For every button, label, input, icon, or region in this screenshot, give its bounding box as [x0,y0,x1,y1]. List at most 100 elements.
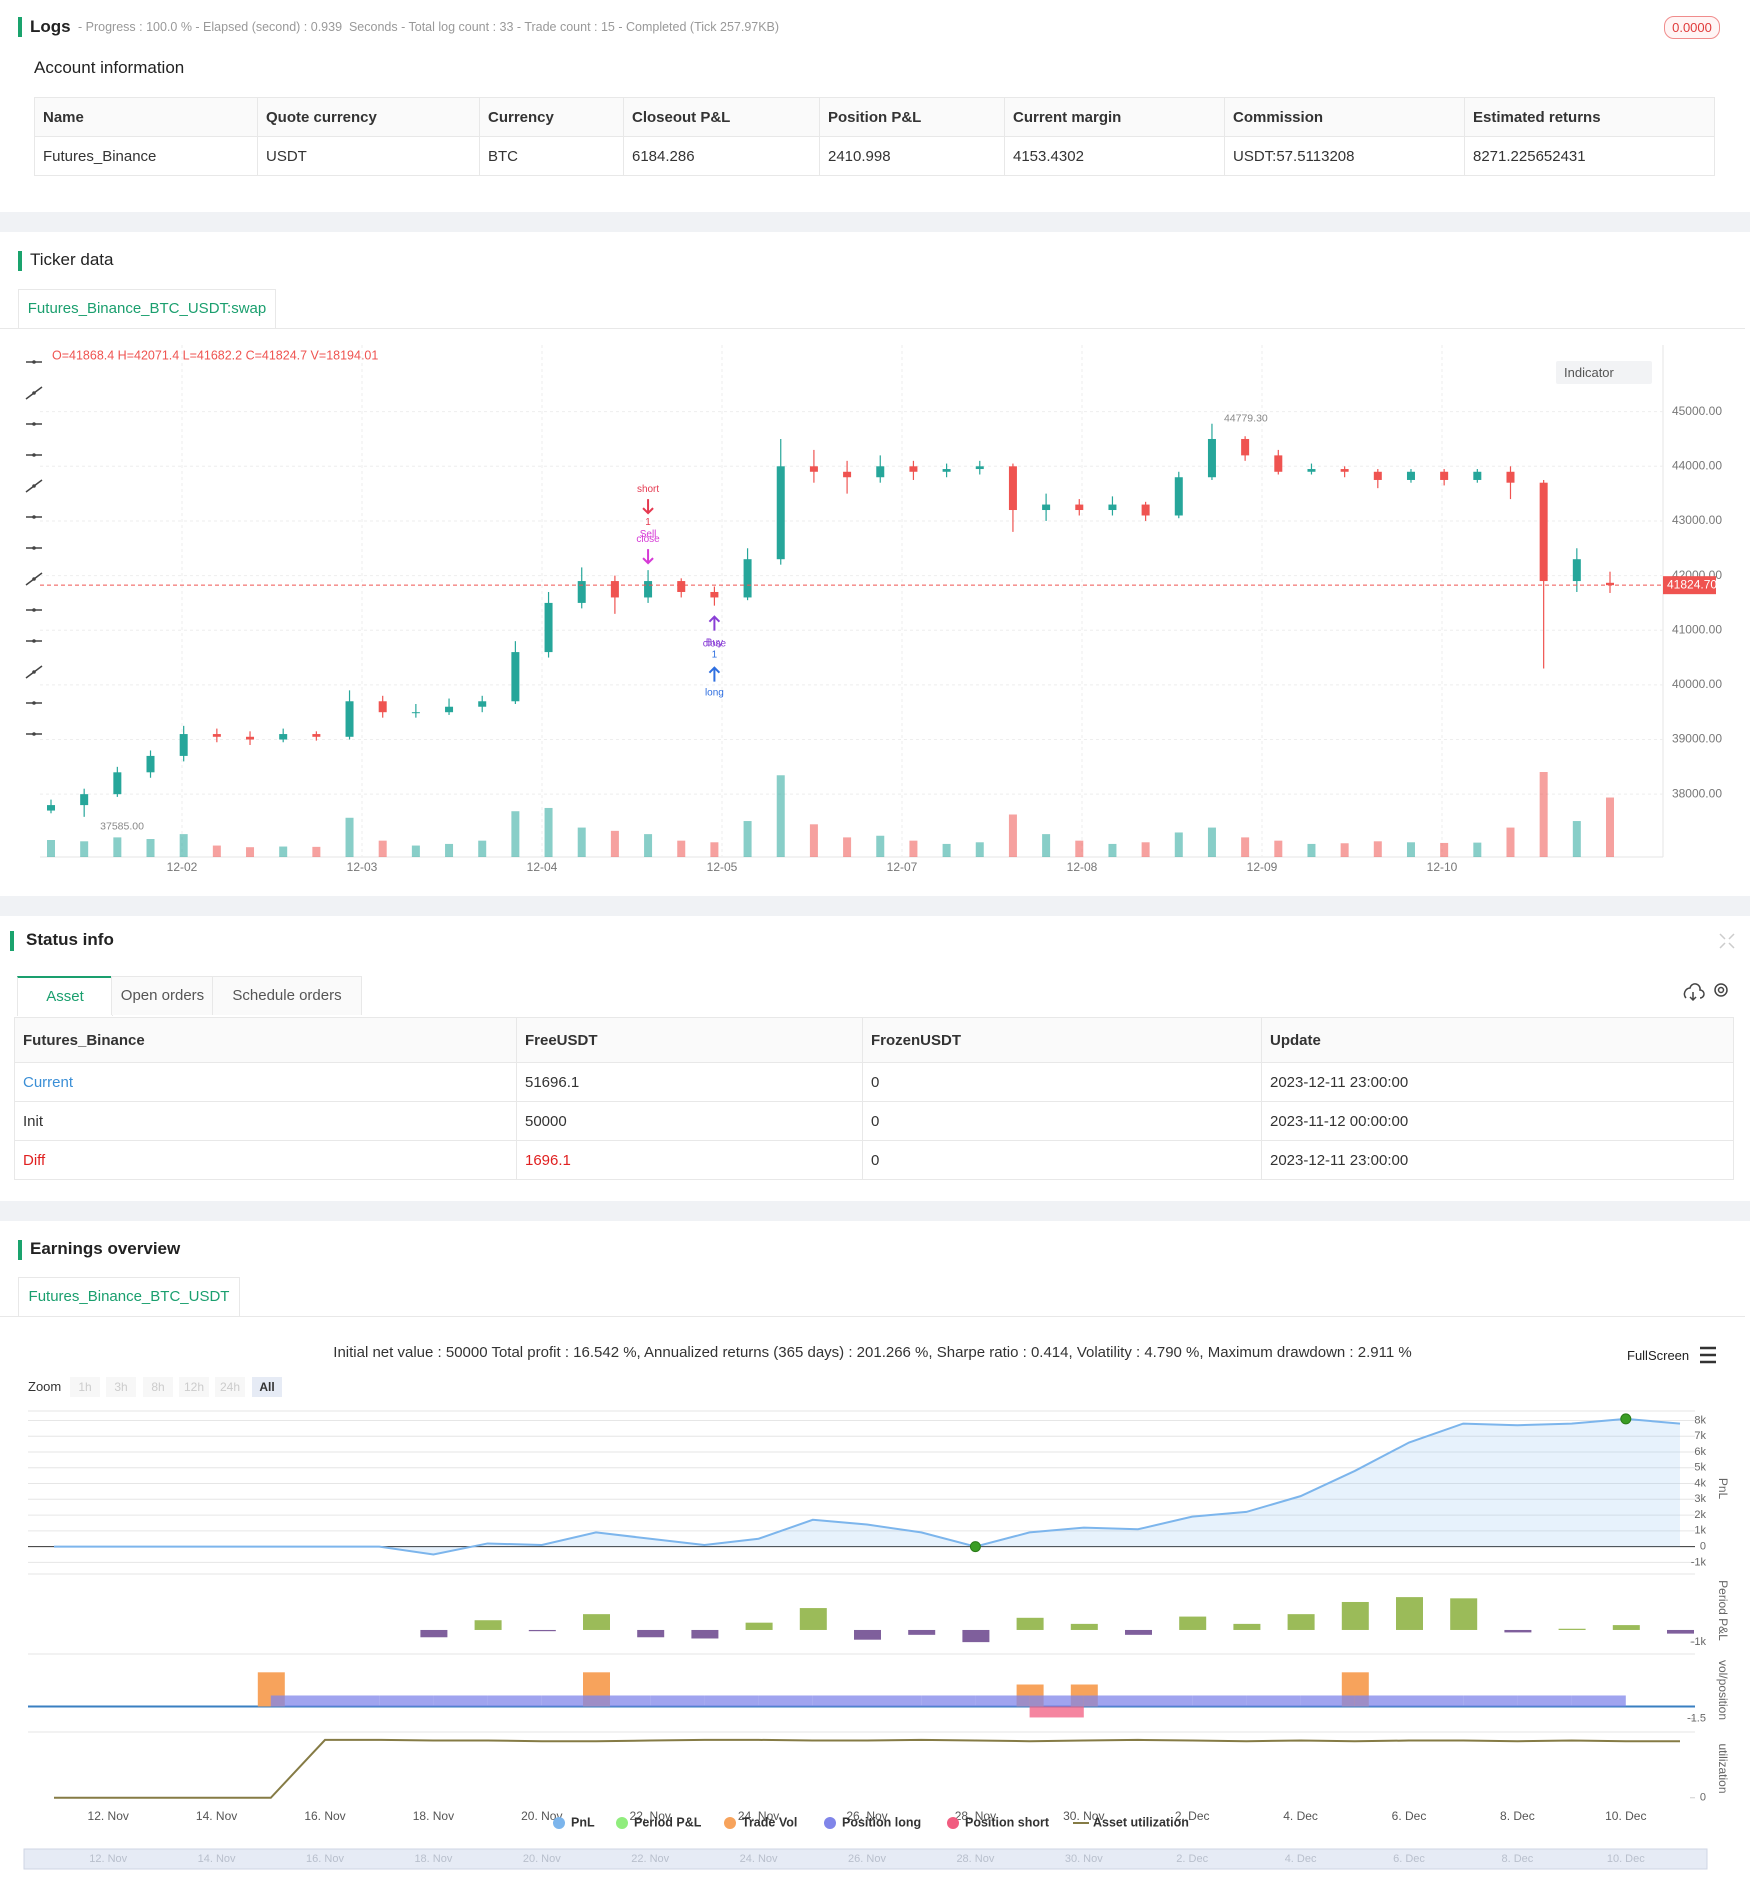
volume-bar [1373,841,1382,857]
indicator-button[interactable]: Indicator [1556,361,1652,384]
bar [637,1629,665,1638]
tool-icon [32,639,36,643]
candle-body [279,734,288,740]
position-step [596,1695,651,1707]
candle-body [179,734,188,756]
zoom-button[interactable]: 8h [143,1377,173,1397]
earnings-title: Earnings overview [30,1239,181,1258]
bar [854,1629,881,1640]
point-marker [969,1541,981,1553]
table: Futures_Binance FreeUSDT FrozenUSDT Update C… [14,1017,1734,1180]
bar [583,1614,610,1630]
cell: 2023-11-12 00:00:00 [1261,1101,1734,1141]
x-tick-label: 12-02 [167,860,198,874]
position-step [1192,1695,1247,1707]
bar [420,1629,448,1638]
pnl-area [54,1418,1680,1555]
volume-bar [1473,842,1482,857]
axis-title: Period P&L [1716,1580,1730,1641]
volume-bar [1108,843,1117,857]
status-tab[interactable]: Schedule orders [212,976,362,1015]
navigator-label: 16. Nov [306,1853,344,1865]
bar [1070,1684,1098,1707]
cell: 2023-12-11 23:00:00 [1261,1140,1734,1180]
candle-body [843,471,852,478]
candle-body [378,701,387,713]
legend-label: Period P&L [634,1815,702,1829]
bar [1396,1597,1423,1630]
volume-bar [1440,842,1449,857]
position-step [1300,1695,1355,1707]
position-step [325,1695,380,1707]
row: Diff 1696.1 0 2023-12-11 23:00:00 [14,1140,1734,1180]
status-tab[interactable]: Asset [17,976,113,1016]
y-tick-label: 45000.00 [1672,404,1722,418]
candle-body [47,805,55,811]
y-tick-label: 0 [1700,1792,1706,1804]
fullscreen-button[interactable]: FullScreen [1627,1348,1690,1363]
bar [745,1622,773,1630]
header-cell: Quote currency [257,97,480,137]
earnings-tab[interactable]: Futures_Binance_BTC_USDT [18,1277,240,1316]
bar [1287,1614,1315,1630]
x-tick-label: 22. Nov [630,1809,671,1823]
navigator-label: 24. Nov [740,1853,778,1865]
x-tick-label: 10. Dec [1605,1809,1646,1823]
zoom-button[interactable]: 24h [215,1377,245,1397]
ticker-title: Ticker data [30,250,114,269]
section-marker [18,251,22,271]
position-step [487,1695,542,1707]
x-tick-label: 14. Nov [196,1809,237,1823]
header-cell: Closeout P&L [623,97,820,137]
axis-title: PnL [1716,1478,1730,1500]
navigator-label: 20. Nov [523,1853,561,1865]
zoom-button[interactable]: All [252,1377,282,1397]
position-step [1571,1695,1626,1707]
candle-body [809,466,818,472]
y-tick-label: 41000.00 [1672,622,1722,636]
position-step [758,1695,813,1707]
candle-body [876,466,885,478]
zoom-button[interactable]: 12h [179,1377,209,1397]
signal-arrow [708,615,721,631]
zoom-button[interactable]: 3h [106,1377,136,1397]
volume-bar [1274,840,1283,857]
y-tick-label: 3k [1694,1493,1706,1505]
x-tick-label: 20. Nov [521,1809,562,1823]
zoom-button[interactable]: 1h [70,1377,100,1397]
x-tick-label: 12-07 [887,860,918,874]
cell: 51696.1 [516,1062,863,1102]
cell: 4153.4302 [1004,136,1225,176]
volume-bar [1174,832,1183,857]
tool-icon [32,515,36,519]
last-price-box [1663,576,1716,595]
x-tick-label: 28. Nov [955,1809,996,1823]
candle-body [1340,469,1349,472]
candle-body [909,466,918,472]
navigator-label: 4. Dec [1285,1853,1317,1865]
ticker-tab[interactable]: Futures_Binance_BTC_USDT:swap [18,289,276,328]
cell: Futures_Binance [34,136,258,176]
header-cell: Position P&L [819,97,1005,137]
position-step [541,1695,596,1707]
tool-icon [32,732,36,736]
header-cell: Commission [1224,97,1465,137]
volume-bar [1606,797,1614,857]
navigator-label: 18. Nov [414,1853,452,1865]
candle-body [212,734,221,737]
bar [1341,1672,1369,1707]
tool-icon [25,386,43,400]
volume-bar [1241,837,1250,857]
header-cell: Current margin [1004,97,1225,137]
bar [528,1629,556,1632]
tool-icon [32,422,36,426]
candle-body [710,591,719,598]
bar [1341,1601,1369,1630]
status-tab[interactable]: Open orders [111,976,214,1015]
volume-bar [843,837,852,857]
navigator-label: 26. Nov [848,1853,886,1865]
bar [1070,1623,1098,1630]
tool-icon [25,479,43,493]
candle-body [1307,469,1316,472]
row: Current 51696.1 0 2023-12-11 23:00:00 [14,1062,1734,1102]
